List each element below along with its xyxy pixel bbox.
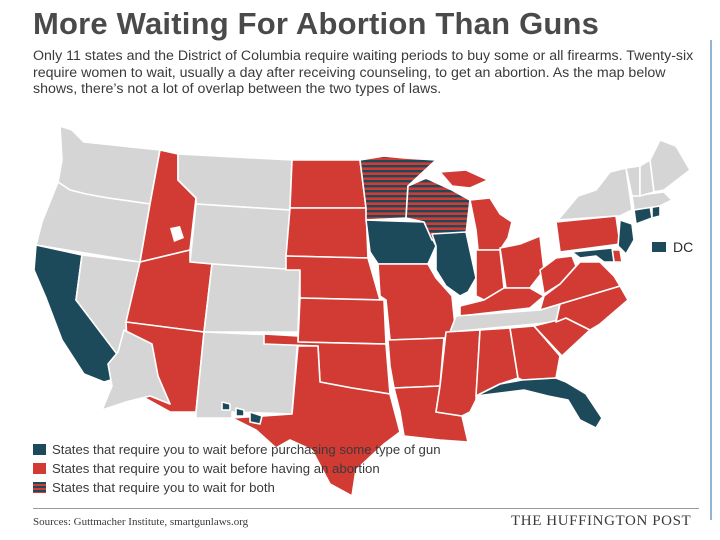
legend-swatch-gun xyxy=(33,444,46,455)
state-AL xyxy=(475,327,519,397)
legend-label-both: States that require you to wait for both xyxy=(52,480,275,495)
state-FL xyxy=(475,377,603,429)
state-WY xyxy=(189,203,291,271)
utah-lake-detail xyxy=(170,226,184,242)
legend-item-both: States that require you to wait for both xyxy=(33,478,441,497)
state-ND xyxy=(289,159,367,209)
legend-item-gun: States that require you to wait before p… xyxy=(33,440,441,459)
state-NE xyxy=(285,255,381,301)
state-OH xyxy=(499,235,545,289)
subtitle: Only 11 states and the District of Colum… xyxy=(33,48,694,97)
state-PA xyxy=(555,215,621,253)
legend-label-abortion: States that require you to wait before h… xyxy=(52,461,380,476)
state-CO xyxy=(203,263,301,333)
state-AK xyxy=(101,329,171,411)
state-MA xyxy=(631,191,673,211)
publisher-logo-text: THE HUFFINGTON POST xyxy=(511,513,692,529)
dc-label: DC xyxy=(673,239,694,255)
state-WV xyxy=(539,255,577,295)
state-ME xyxy=(649,139,691,193)
state-MD xyxy=(571,247,615,263)
sources-credit: Sources: Guttmacher Institute, smartgunl… xyxy=(33,516,249,528)
state-NY xyxy=(557,167,633,221)
state-NJ xyxy=(617,219,635,255)
page-title: More Waiting For Abortion Than Guns xyxy=(33,6,600,41)
state-MI-upper xyxy=(439,169,489,189)
dc-marker xyxy=(652,242,666,252)
legend-swatch-both xyxy=(33,482,46,493)
legend: States that require you to wait before p… xyxy=(33,440,441,497)
footer-divider xyxy=(33,508,699,509)
state-IL xyxy=(431,231,477,297)
legend-swatch-abortion xyxy=(33,463,46,474)
state-AR xyxy=(387,337,445,389)
state-MI xyxy=(469,197,513,251)
state-SD xyxy=(285,207,369,259)
legend-label-gun: States that require you to wait before p… xyxy=(52,442,441,457)
state-HI xyxy=(221,401,263,425)
edge-strip xyxy=(706,0,720,540)
legend-item-abortion: States that require you to wait before h… xyxy=(33,459,441,478)
state-KS xyxy=(297,297,387,345)
